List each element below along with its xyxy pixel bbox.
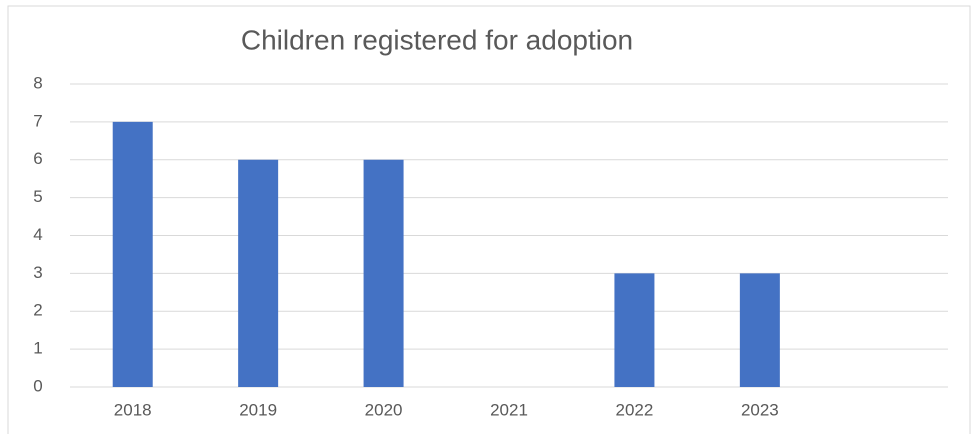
y-tick-label: 5 [33, 187, 42, 206]
y-tick-label: 8 [33, 73, 42, 92]
x-tick-label: 2020 [365, 400, 403, 419]
x-tick-label: 2022 [616, 400, 654, 419]
x-tick-label: 2021 [490, 400, 528, 419]
x-tick-label: 2019 [239, 400, 277, 419]
y-tick-label: 2 [33, 301, 42, 320]
x-tick-label: 2023 [741, 400, 779, 419]
y-tick-label: 7 [33, 111, 42, 130]
bar [614, 273, 655, 387]
bar [363, 159, 404, 387]
y-tick-label: 4 [33, 225, 42, 244]
chart-title: Children registered for adoption [241, 24, 633, 55]
y-tick-label: 3 [33, 263, 42, 282]
y-tick-label: 1 [33, 339, 42, 358]
chart-frame [7, 5, 971, 434]
bar [238, 159, 279, 387]
y-tick-label: 6 [33, 149, 42, 168]
x-tick-label: 2018 [114, 400, 152, 419]
bar [739, 273, 780, 387]
y-tick-label: 0 [33, 376, 42, 395]
bar [112, 121, 153, 387]
